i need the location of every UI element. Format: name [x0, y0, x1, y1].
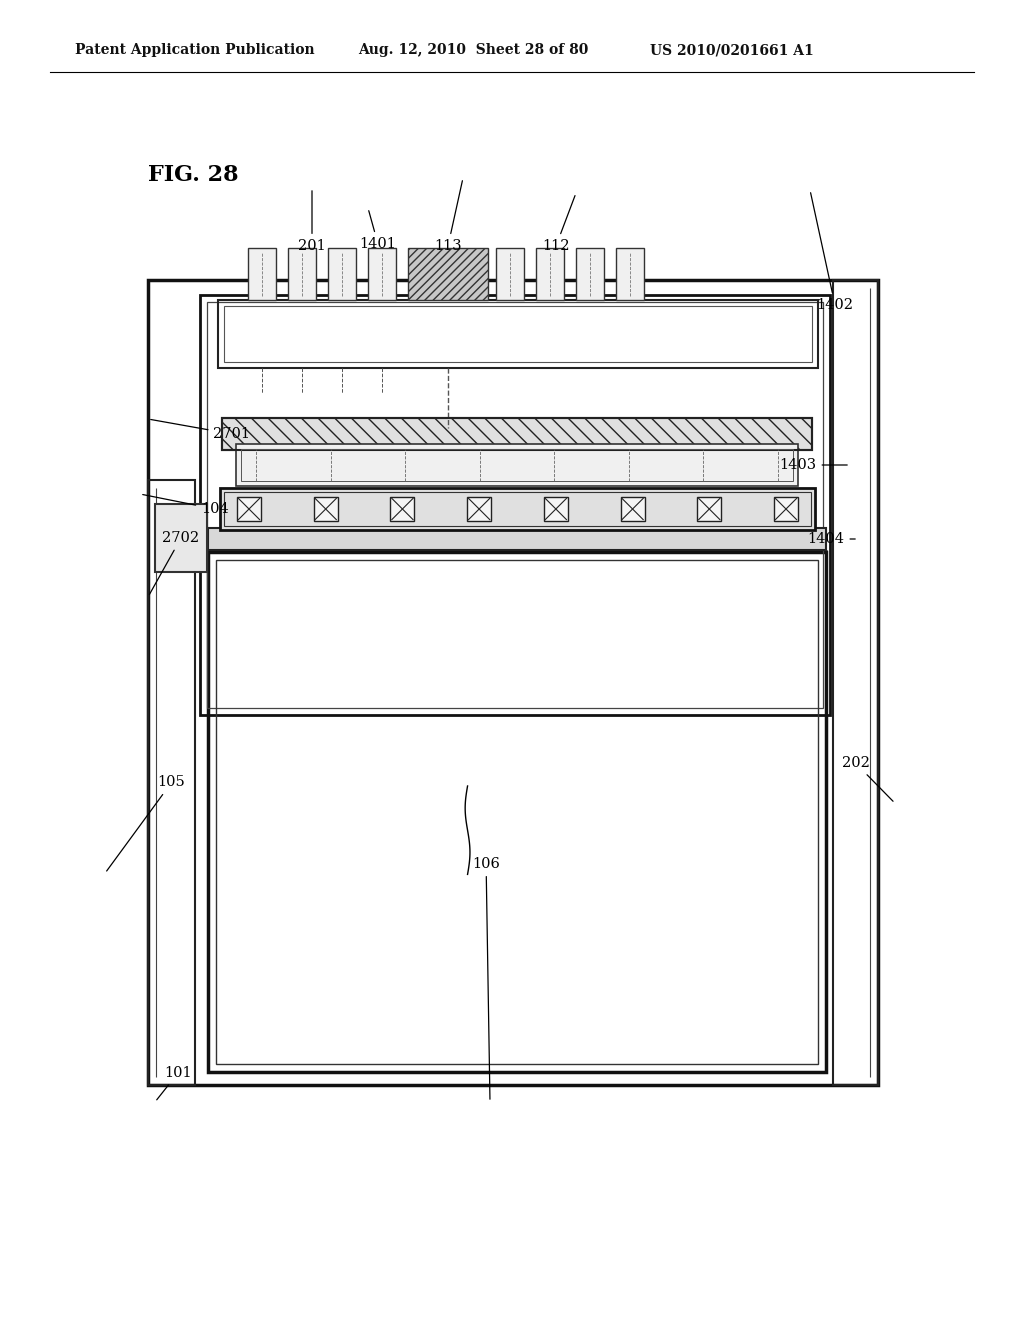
Text: 105: 105 — [106, 776, 185, 871]
Bar — [288, 248, 316, 300]
Bar — [207, 302, 823, 708]
Text: 113: 113 — [434, 181, 463, 253]
Bar — [774, 498, 798, 521]
Bar — [222, 418, 812, 450]
Text: 1403: 1403 — [779, 458, 847, 473]
Text: 1401: 1401 — [359, 211, 396, 251]
Text: 1404: 1404 — [808, 532, 855, 546]
Text: 1402: 1402 — [811, 193, 853, 312]
Bar — [544, 498, 568, 521]
Text: 106: 106 — [472, 857, 500, 1100]
Bar — [833, 280, 878, 1085]
Bar — [155, 504, 207, 572]
Bar — [536, 248, 564, 300]
Text: US 2010/0201661 A1: US 2010/0201661 A1 — [650, 44, 814, 57]
Text: 201: 201 — [298, 191, 326, 253]
Text: 112: 112 — [543, 195, 575, 253]
Text: 101: 101 — [157, 1067, 191, 1100]
Bar — [408, 248, 488, 300]
Bar — [222, 418, 812, 450]
Bar — [241, 449, 793, 480]
Bar — [616, 248, 644, 300]
Bar — [467, 498, 492, 521]
Text: 2701: 2701 — [151, 420, 251, 441]
Bar — [208, 528, 826, 550]
Bar — [313, 498, 338, 521]
Text: FIG. 28: FIG. 28 — [148, 164, 239, 186]
Text: Aug. 12, 2010  Sheet 28 of 80: Aug. 12, 2010 Sheet 28 of 80 — [358, 44, 589, 57]
Bar — [220, 488, 815, 531]
Bar — [200, 294, 830, 715]
Bar — [237, 498, 261, 521]
Text: 2702: 2702 — [150, 531, 200, 594]
Bar — [148, 280, 878, 1085]
Bar — [148, 480, 195, 1085]
Text: 104: 104 — [142, 495, 229, 516]
Bar — [697, 498, 721, 521]
Bar — [216, 560, 818, 1064]
Bar — [218, 300, 818, 368]
Bar — [224, 492, 811, 525]
Bar — [621, 498, 644, 521]
Bar — [496, 248, 524, 300]
Bar — [368, 248, 396, 300]
Bar — [575, 248, 604, 300]
Bar — [208, 552, 826, 1072]
Text: Patent Application Publication: Patent Application Publication — [75, 44, 314, 57]
Text: 202: 202 — [842, 756, 893, 801]
Bar — [328, 248, 356, 300]
Bar — [390, 498, 415, 521]
Bar — [236, 444, 798, 486]
Bar — [224, 306, 812, 362]
Bar — [248, 248, 276, 300]
